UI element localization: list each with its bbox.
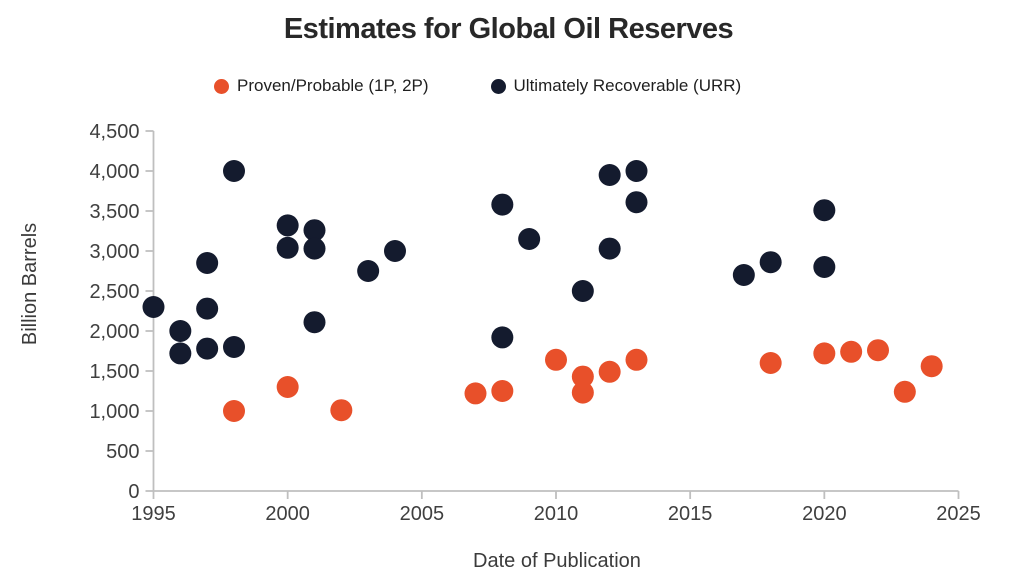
data-point-proven-probable: [571, 381, 594, 404]
x-tick-label: 2025: [936, 503, 981, 525]
data-point-urr: [759, 251, 782, 274]
data-point-urr: [518, 228, 541, 250]
chart-title: Estimates for Global Oil Reserves: [283, 13, 734, 45]
legend-item-urr: Ultimately Recoverable (URR): [490, 76, 742, 96]
data-point-urr: [491, 193, 514, 216]
x-tick-label: 2015: [668, 503, 713, 525]
data-point-proven-probable: [813, 342, 836, 365]
y-tick-label: 1,500: [89, 361, 139, 383]
y-tick-label: 1,000: [89, 401, 139, 423]
data-point-urr: [196, 337, 219, 360]
legend: Proven/Probable (1P, 2P) Ultimately Reco…: [214, 76, 741, 96]
data-point-urr: [223, 160, 245, 182]
y-tick-label: 3,500: [89, 201, 139, 223]
y-tick-label: 3,000: [89, 241, 139, 263]
data-point-proven-probable: [598, 360, 621, 383]
x-tick-label: 2010: [534, 503, 579, 525]
data-point-urr: [303, 237, 326, 260]
data-point-proven-probable: [223, 400, 245, 422]
legend-item-proven-probable: Proven/Probable (1P, 2P): [214, 76, 429, 96]
y-axis-title: Billion Barrels: [19, 223, 41, 345]
y-tick-label: 500: [106, 441, 139, 463]
data-point-proven-probable: [330, 399, 353, 422]
data-point-urr: [813, 199, 836, 222]
data-point-urr: [303, 311, 326, 334]
data-point-urr: [357, 260, 380, 282]
x-tick-label: 2020: [802, 503, 847, 525]
y-tick-label: 0: [128, 481, 139, 503]
legend-marker-proven-probable-icon: [214, 78, 229, 94]
data-point-proven-probable: [759, 352, 782, 374]
data-point-urr: [223, 336, 245, 358]
data-point-proven-probable: [276, 376, 299, 398]
y-tick-label: 2,500: [89, 281, 139, 303]
data-point-proven-probable: [920, 355, 943, 378]
y-tick-label: 2,000: [89, 321, 139, 343]
legend-marker-urr-icon: [490, 78, 506, 94]
data-point-proven-probable: [545, 348, 567, 371]
data-point-urr: [571, 280, 594, 302]
y-tick-label: 4,500: [89, 121, 139, 143]
data-point-urr: [196, 252, 219, 274]
data-point-urr: [625, 160, 648, 182]
data-point-proven-probable: [893, 380, 916, 403]
data-point-proven-probable: [625, 348, 648, 371]
data-point-proven-probable: [840, 340, 863, 363]
data-point-urr: [813, 256, 836, 278]
y-tick-label: 4,000: [89, 161, 139, 183]
data-point-proven-probable: [464, 382, 487, 405]
legend-label-urr: Ultimately Recoverable (URR): [513, 76, 742, 95]
data-point-urr: [276, 214, 299, 237]
data-point-urr: [625, 191, 648, 214]
data-points-layer: [142, 160, 943, 422]
data-point-urr: [169, 342, 192, 365]
data-point-urr: [598, 164, 621, 186]
data-point-urr: [303, 219, 326, 242]
axes-layer: 0 500 1,000 1,500 2,000 2,500 3,000 3,500 4,000 4…: [89, 121, 980, 525]
data-point-proven-probable: [571, 365, 594, 388]
data-point-urr: [732, 264, 755, 286]
data-point-urr: [276, 236, 299, 259]
data-point-urr: [384, 240, 406, 262]
x-tick-label: 1995: [131, 503, 176, 525]
data-point-urr: [598, 237, 621, 260]
data-point-urr: [196, 297, 219, 320]
data-point-proven-probable: [491, 380, 514, 402]
data-point-urr: [491, 326, 514, 349]
data-point-proven-probable: [867, 339, 889, 362]
x-axis-title: Date of Publication: [473, 550, 641, 572]
data-point-urr: [169, 320, 192, 342]
x-tick-label: 2000: [265, 503, 310, 525]
legend-label-proven-probable: Proven/Probable (1P, 2P): [237, 76, 429, 95]
x-tick-label: 2005: [400, 503, 445, 525]
data-point-urr: [142, 296, 165, 318]
